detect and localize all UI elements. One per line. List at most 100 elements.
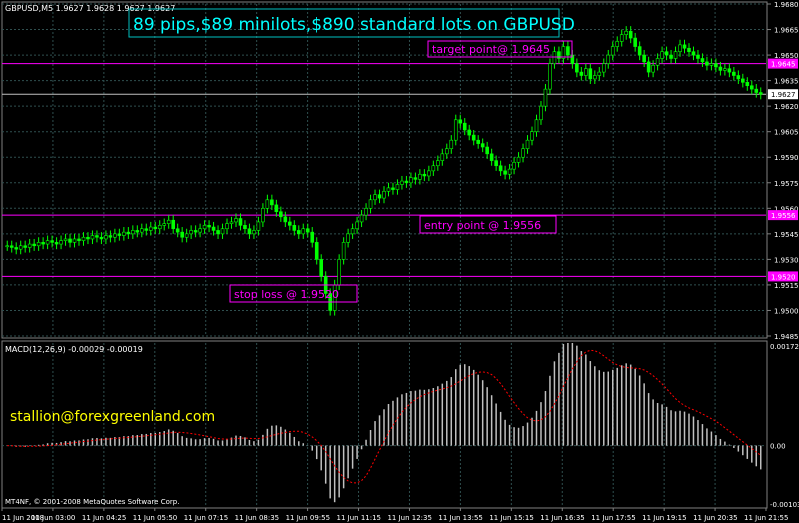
candle-body: [310, 231, 315, 243]
candle-body: [718, 66, 723, 71]
candle-body: [104, 235, 108, 240]
candle-body: [673, 51, 678, 59]
price-tick-label: 1.9605: [774, 129, 799, 137]
candle-body: [386, 187, 391, 192]
candle-body: [144, 228, 149, 231]
candle-body: [305, 228, 310, 233]
candle-body: [382, 190, 386, 199]
macd-axis: 0.00172 0.00 -0.00103: [770, 343, 799, 509]
candle-body: [90, 235, 95, 240]
candle-body: [507, 168, 512, 175]
candle-body: [525, 139, 530, 150]
candle-body: [148, 226, 153, 231]
candle-body: [270, 199, 274, 206]
candle-body: [588, 68, 593, 80]
macd-tick-label: 0.00172: [770, 343, 799, 351]
macd-pane[interactable]: 0.00172 0.00 -0.00103: [1, 340, 799, 509]
candle-body: [54, 242, 59, 245]
candle-body: [400, 180, 404, 185]
candle-body: [462, 122, 467, 131]
candle-body: [157, 225, 162, 230]
time-tick-label: 11 Jun 20:35: [693, 514, 737, 522]
time-tick-label: 11 Jun 05:50: [133, 514, 177, 522]
candle-body: [485, 146, 489, 155]
window-title: GBPUSD,M5 1.9627 1.9628 1.9627 1.9627: [5, 4, 175, 13]
stop-label-box: [229, 284, 358, 303]
candle-body: [512, 162, 516, 170]
candle-body: [117, 233, 122, 236]
time-tick-label: 11 Jun 19:15: [642, 514, 686, 522]
candle-body: [696, 54, 700, 59]
candle-body: [539, 105, 543, 121]
candle-body: [646, 61, 651, 73]
price-tick-label: 1.9590: [774, 154, 799, 162]
candle-body: [135, 230, 140, 233]
candle-body: [225, 223, 229, 230]
candle-body: [422, 173, 427, 177]
candle-body: [440, 153, 445, 161]
candle-body: [279, 211, 283, 218]
candle-body: [691, 51, 696, 56]
candle-body: [615, 41, 620, 47]
candle-body: [36, 242, 41, 247]
candle-body: [471, 134, 476, 141]
candle-body: [413, 177, 418, 180]
price-marker-label: 1.9627: [771, 91, 796, 99]
candle-body: [521, 148, 525, 158]
candle-body: [467, 129, 472, 136]
candle-body: [404, 180, 409, 184]
candle-body: [597, 71, 602, 76]
candle-body: [601, 63, 606, 73]
candle-body: [705, 61, 709, 66]
candle-body: [427, 170, 431, 177]
headline-box: [128, 8, 560, 38]
candle-body: [709, 63, 714, 66]
candle-body: [292, 225, 297, 231]
price-tick-label: 1.9665: [774, 27, 799, 35]
price-marker-box: [768, 271, 798, 282]
candle-body: [566, 46, 570, 56]
candle-body: [220, 228, 225, 235]
price-marker-box: [768, 89, 798, 100]
price-marker-box: [768, 58, 798, 69]
candle-body: [211, 226, 216, 231]
candle-body: [610, 46, 615, 56]
price-pane[interactable]: 1.9680 1.9665 1.9650 1.9635 1.9620 1.9605 1.95…: [1, 1, 799, 341]
candle-body: [678, 44, 682, 52]
candle-body: [256, 221, 261, 231]
candle-body: [754, 88, 759, 93]
candle-body: [606, 54, 611, 64]
price-marker-label: 1.9556: [771, 212, 796, 220]
price-axis: 1.9680 1.9665 1.9650 1.9635 1.9620 1.9605 1.95…: [767, 1, 799, 341]
time-tick-label: 11 Jun 15:15: [489, 514, 533, 522]
price-tick-label: 1.9635: [774, 78, 799, 86]
candle-body: [593, 75, 597, 80]
copyright: MT4NF, © 2001-2008 MetaQuotes Software C…: [5, 498, 179, 506]
candle-body: [628, 30, 633, 39]
candle-body: [498, 165, 503, 172]
candle-body: [727, 68, 732, 73]
time-tick-label: 11 Jun 03:00: [31, 514, 75, 522]
price-tick-label: 1.9650: [774, 52, 799, 60]
candle-body: [193, 230, 198, 233]
candle-body: [189, 230, 193, 235]
time-tick-label: 11 Jun 17:55: [591, 514, 635, 522]
candle-body: [409, 177, 413, 184]
candle-body: [139, 228, 144, 233]
candle-body: [45, 240, 50, 245]
headline-text: 89 pips,$89 minilots,$890 standard lots …: [133, 15, 575, 35]
candle-body: [453, 119, 458, 141]
macd-label: MACD(12,26,9) -0.00029 -0.00019: [5, 345, 143, 354]
candle-body: [99, 236, 104, 240]
time-tick-label: 11 Jun 04:25: [82, 514, 126, 522]
candle-body: [23, 245, 27, 248]
candle-body: [86, 236, 90, 240]
candle-body: [624, 30, 629, 35]
time-tick-label: 11 Jun 21:55: [744, 514, 788, 522]
candle-body: [516, 156, 521, 163]
candle-body: [651, 64, 655, 73]
candle-body: [548, 63, 552, 90]
candle-body: [95, 235, 99, 238]
